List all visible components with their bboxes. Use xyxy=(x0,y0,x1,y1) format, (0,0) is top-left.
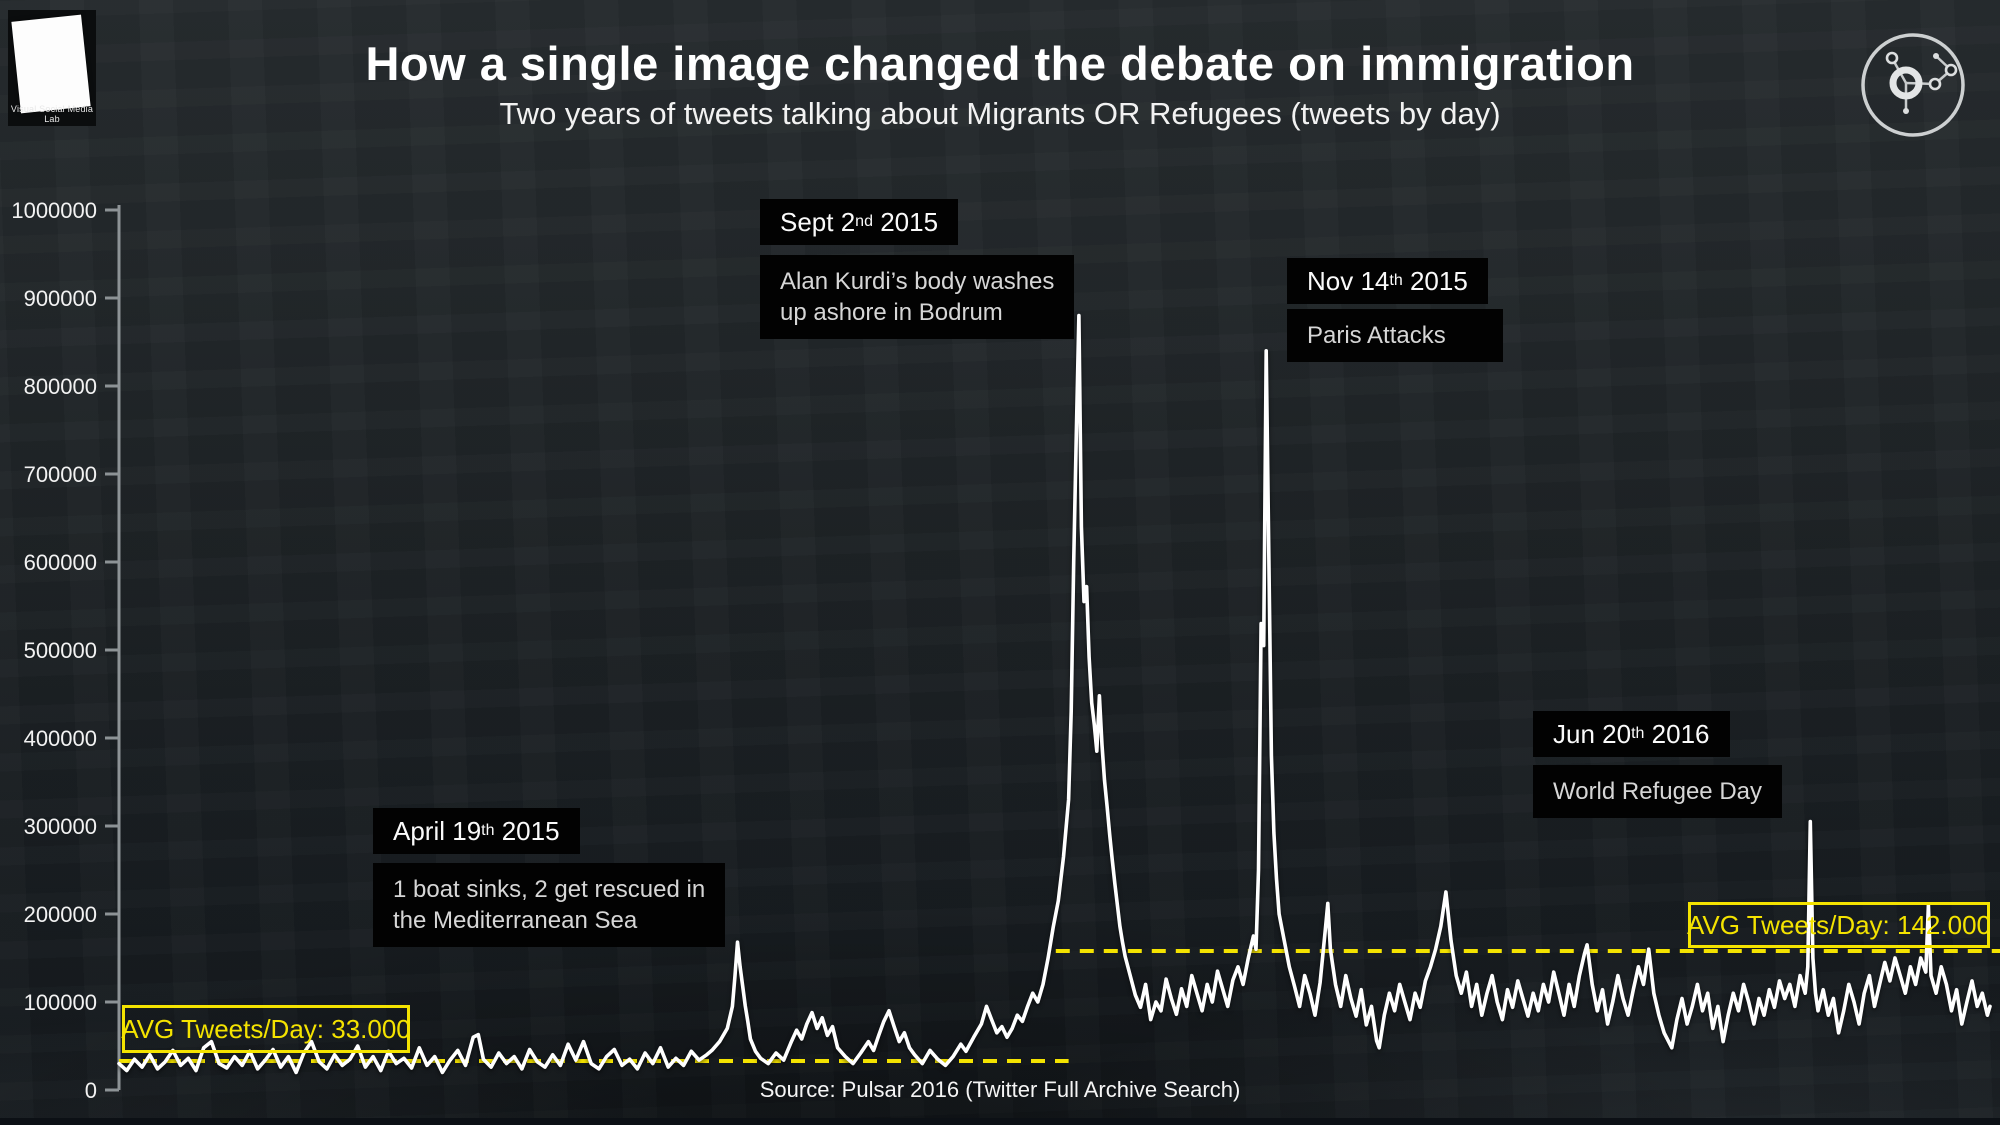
avg-tweets-year1-badge: AVG Tweets/Day: 33.000 xyxy=(121,1005,411,1053)
vsml-logo: Visual Social Media Lab xyxy=(8,10,96,126)
annotation-sept-date-year: 2015 xyxy=(872,206,939,237)
source-credit: Source: Pulsar 2016 (Twitter Full Archiv… xyxy=(759,1077,1241,1102)
annotation-sept-description: Alan Kurdi’s body washes up ashore in Bo… xyxy=(760,255,1075,339)
y-axis-tick-label: 100000 xyxy=(24,990,97,1015)
y-axis-tick-label: 900000 xyxy=(24,286,97,311)
annotation-sept-line1: Alan Kurdi’s body washes xyxy=(780,268,1055,295)
annotation-april-description: 1 boat sinks, 2 get rescued in the Medit… xyxy=(373,863,726,947)
annotation-nov-date-day: Nov 14 xyxy=(1307,265,1390,296)
page-subtitle: Two years of tweets talking about Migran… xyxy=(499,96,1501,131)
annotation-jun-date-day: Jun 20 xyxy=(1553,718,1632,749)
annotation-april-date-day: April 19 xyxy=(393,815,482,846)
y-axis-tick-label: 800000 xyxy=(24,374,97,399)
y-axis-tick-label: 0 xyxy=(85,1078,97,1103)
bottom-border-strip xyxy=(0,1118,2000,1125)
avg-tweets-year2-badge: AVG Tweets/Day: 142.000 xyxy=(1687,902,1991,948)
annotation-april-line2: the Mediterranean Sea xyxy=(393,907,638,934)
tweets-per-day-line xyxy=(117,313,1992,1075)
vsml-logo-caption: Visual Social Media Lab xyxy=(10,104,94,124)
y-axis-tick-label: 600000 xyxy=(24,550,97,575)
y-axis-tick-label: 200000 xyxy=(24,902,97,927)
annotation-sept-line2: up ashore in Bodrum xyxy=(780,299,1003,326)
annotation-nov-description: Paris Attacks xyxy=(1287,309,1503,362)
y-axis-tick-label: 500000 xyxy=(24,638,97,663)
annotation-jun-date-year: 2016 xyxy=(1644,718,1710,749)
annotation-jun-line1: World Refugee Day xyxy=(1553,778,1762,805)
y-axis-tick-label: 300000 xyxy=(24,814,97,839)
y-axis-tick-label: 700000 xyxy=(24,462,97,487)
annotation-nov-date-year: 2015 xyxy=(1402,265,1468,296)
annotation-sept-date-day: Sept 2 xyxy=(780,206,856,237)
page-title: How a single image changed the debate on… xyxy=(365,37,1635,90)
annotation-jun-description: World Refugee Day xyxy=(1533,765,1782,818)
y-axis-tick-label: 1000000 xyxy=(11,198,97,223)
annotation-april-date-year: 2015 xyxy=(494,815,560,846)
annotation-nov-line1: Paris Attacks xyxy=(1307,322,1446,349)
annotation-april-line1: 1 boat sinks, 2 get rescued in xyxy=(393,876,706,903)
y-axis-tick-label: 400000 xyxy=(24,726,97,751)
pulsar-network-icon xyxy=(1861,33,1965,137)
